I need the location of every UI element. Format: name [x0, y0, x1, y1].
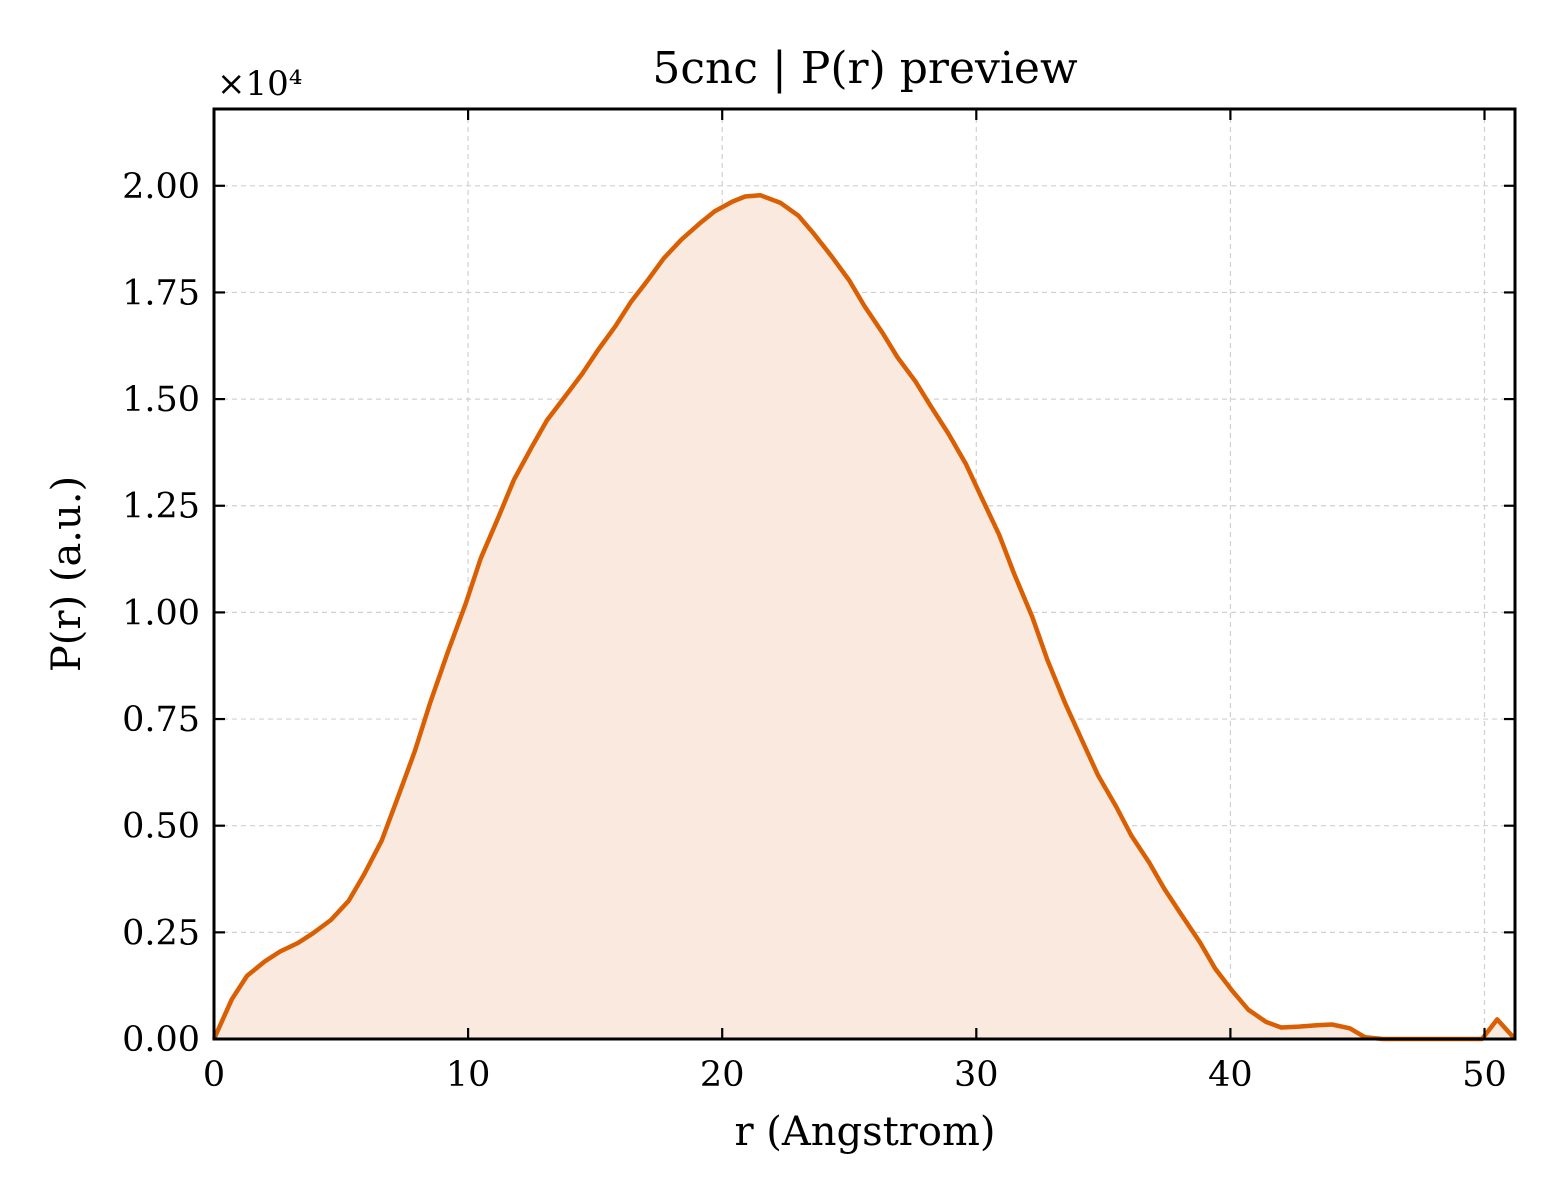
- y-tick-label: 1.25: [122, 487, 200, 527]
- plot-frame: [212, 107, 1517, 1041]
- y-axis-ticks: 0.00 0.25 0.50 0.75 1.00 1.25 1.50 1.75 2.00: [122, 167, 1515, 1060]
- pr-series-line: [211, 192, 1517, 1042]
- y-tick-label: 0.50: [122, 807, 200, 847]
- x-tick-label: 50: [1462, 1055, 1507, 1095]
- y-tick-label: 1.75: [122, 273, 200, 313]
- y-tick-label: 2.00: [122, 167, 200, 207]
- x-axis-label: r (Angstrom): [734, 1109, 995, 1155]
- y-tick-label: 1.00: [122, 593, 200, 633]
- y-tick-label: 0.00: [122, 1020, 200, 1060]
- x-tick-label: 20: [700, 1055, 745, 1095]
- chart-title: 5cnc | P(r) preview: [652, 43, 1078, 94]
- x-tick-label: 30: [954, 1055, 999, 1095]
- pr-area-fill: [214, 195, 1515, 1039]
- x-tick-label: 10: [446, 1055, 491, 1095]
- x-tick-label: 40: [1208, 1055, 1253, 1095]
- y-tick-label: 1.50: [122, 380, 200, 420]
- y-offset-label: ×10⁴: [217, 64, 302, 104]
- y-tick-label: 0.75: [122, 700, 200, 740]
- x-tick-label: 0: [203, 1055, 225, 1095]
- y-axis-label: P(r) (a.u.): [44, 476, 90, 672]
- y-tick-label: 0.25: [122, 913, 200, 953]
